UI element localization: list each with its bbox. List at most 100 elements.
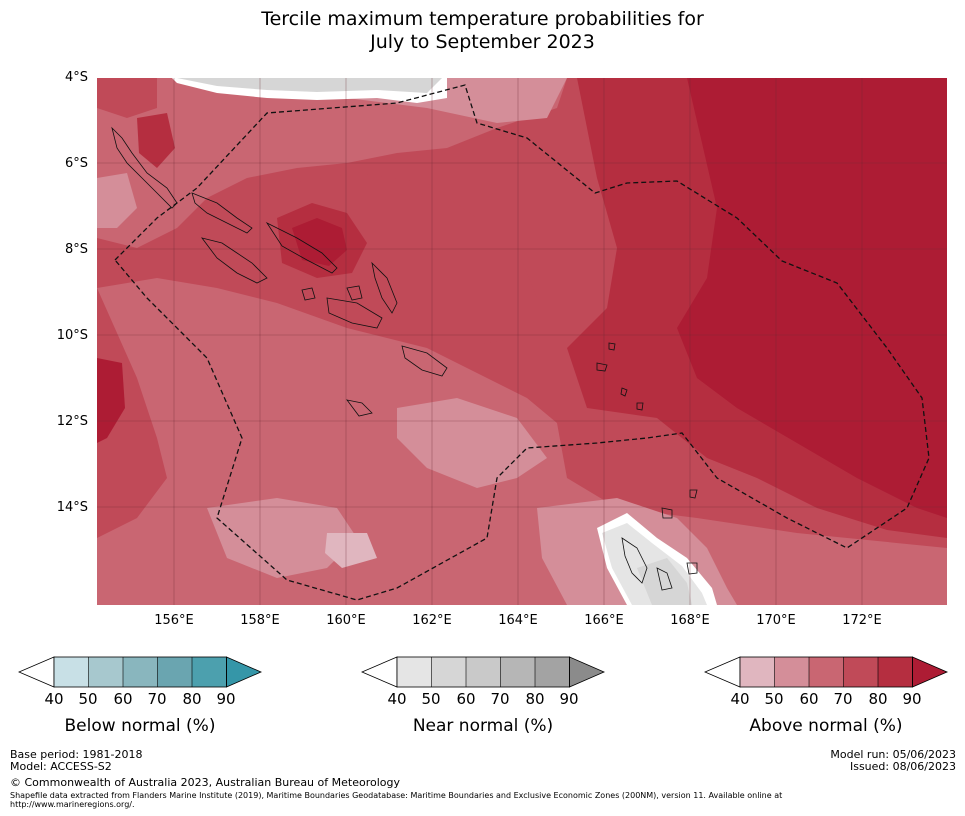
island-bougainville bbox=[111, 126, 178, 209]
colorbar-below-bin-60 bbox=[123, 657, 158, 687]
island-vanua-lava bbox=[689, 489, 698, 499]
colorbar-above-tick-50: 50 bbox=[764, 690, 784, 708]
island-new-georgia bbox=[201, 237, 268, 284]
footer-model: Model: ACCESS-S2 bbox=[10, 760, 112, 773]
colorbar-above-dividers bbox=[774, 657, 879, 687]
colorbar-below-title: Below normal (%) bbox=[64, 716, 216, 736]
region-above-50-south-central bbox=[397, 398, 547, 488]
region-above-90-west bbox=[97, 358, 125, 443]
lon-tick-168e: 168°E bbox=[670, 613, 710, 628]
graticule bbox=[97, 78, 947, 605]
footer-copyright: © Commonwealth of Australia 2023, Austra… bbox=[10, 776, 400, 789]
island-florida bbox=[346, 285, 363, 301]
lon-tick-162e: 162°E bbox=[412, 613, 452, 628]
colorbar-near-bin-40 bbox=[397, 657, 432, 687]
colorbar-above-bin-70 bbox=[843, 657, 878, 687]
probability-map bbox=[97, 78, 947, 605]
colorbar-below-tick-40: 40 bbox=[44, 690, 64, 708]
chart-title: Tercile maximum temperature probabilitie… bbox=[0, 8, 965, 54]
colorbar-near-min-extend bbox=[361, 656, 398, 688]
colorbar-above-frame bbox=[739, 656, 913, 688]
colorbar-above-bin-40 bbox=[740, 657, 775, 687]
colorbar-near-max-extend bbox=[569, 656, 606, 688]
colorbar-below-max-extend bbox=[226, 656, 263, 688]
colorbar-above-tick-70: 70 bbox=[833, 690, 853, 708]
island-russell bbox=[301, 287, 316, 301]
lat-tick-10s: 10°S bbox=[56, 328, 88, 343]
island-torres bbox=[636, 402, 644, 411]
island-rennell bbox=[346, 399, 373, 417]
region-above-50-southwest bbox=[207, 498, 357, 578]
colorbar-near bbox=[361, 656, 606, 688]
colorbar-above-bin-50 bbox=[774, 657, 809, 687]
colorbar-below-tick-70: 70 bbox=[147, 690, 167, 708]
colorbar-below-bin-40 bbox=[54, 657, 89, 687]
footer-issued: Issued: 08/06/2023 bbox=[849, 760, 956, 773]
map-canvas bbox=[97, 78, 947, 605]
colorbar-near-tick-70: 70 bbox=[490, 690, 510, 708]
region-above-80-north-pocket bbox=[137, 113, 175, 168]
island-banks bbox=[661, 507, 673, 519]
colorbar-above-tick-90: 90 bbox=[902, 690, 922, 708]
island-vanikoro bbox=[620, 387, 628, 397]
colorbar-below-bin-50 bbox=[88, 657, 123, 687]
colorbar-below-tick-50: 50 bbox=[78, 690, 98, 708]
colorbar-near-tick-80: 80 bbox=[525, 690, 545, 708]
colorbar-near-frame bbox=[396, 656, 570, 688]
region-above-90-central bbox=[292, 218, 347, 266]
region-near-50-southeast bbox=[637, 558, 692, 605]
island-choiseul bbox=[191, 192, 253, 234]
colorbar-above-title: Above normal (%) bbox=[749, 716, 903, 736]
island-malaita bbox=[371, 261, 398, 314]
colorbar-below-tick-90: 90 bbox=[216, 690, 236, 708]
island-espiritu-santo bbox=[621, 537, 648, 584]
colorbar-above-tick-40: 40 bbox=[730, 690, 750, 708]
lat-tick-12s: 12°S bbox=[56, 414, 88, 429]
colorbar-near-bin-80 bbox=[535, 657, 570, 687]
colorbar-near-bin-60 bbox=[466, 657, 501, 687]
colorbar-near-tick-90: 90 bbox=[559, 690, 579, 708]
lon-tick-170e: 170°E bbox=[756, 613, 796, 628]
region-above-90-east bbox=[677, 78, 947, 518]
chart-title-line-1: Tercile maximum temperature probabilitie… bbox=[261, 8, 704, 30]
colorbar-below-frame bbox=[53, 656, 227, 688]
colorbar-above-tick-60: 60 bbox=[799, 690, 819, 708]
lon-tick-172e: 172°E bbox=[842, 613, 882, 628]
colorbar-below-bin-80 bbox=[192, 657, 227, 687]
colorbar-below-dividers bbox=[88, 657, 193, 687]
lat-tick-14s: 14°S bbox=[56, 500, 88, 515]
colorbar-above-bin-80 bbox=[878, 657, 913, 687]
colorbar-near-bin-70 bbox=[500, 657, 535, 687]
island-malakula bbox=[656, 567, 673, 591]
island-guadalcanal bbox=[326, 297, 383, 329]
colorbar-below-tick-80: 80 bbox=[182, 690, 202, 708]
colorbar-below-min-extend bbox=[18, 656, 55, 688]
colorbar-near-title: Near normal (%) bbox=[412, 716, 554, 736]
colorbar-above-max-extend bbox=[912, 656, 949, 688]
footer-shapefile-url[interactable]: http://www.marineregions.org/. bbox=[10, 800, 135, 809]
colorbar-near-bin-50 bbox=[431, 657, 466, 687]
lon-tick-156e: 156°E bbox=[154, 613, 194, 628]
colorbar-above-tick-80: 80 bbox=[868, 690, 888, 708]
lon-tick-166e: 166°E bbox=[584, 613, 624, 628]
island-santa-cruz bbox=[596, 362, 608, 372]
chart-title-line-2: July to September 2023 bbox=[370, 31, 595, 53]
colorbar-below-tick-60: 60 bbox=[113, 690, 133, 708]
region-above-50-west bbox=[97, 173, 137, 228]
colorbar-below-bin-70 bbox=[157, 657, 192, 687]
colorbar-below bbox=[18, 656, 263, 688]
colorbar-near-dividers bbox=[431, 657, 536, 687]
colorbar-near-tick-60: 60 bbox=[456, 690, 476, 708]
colorbar-above bbox=[704, 656, 949, 688]
island-pentecost bbox=[686, 562, 698, 575]
colorbar-near-tick-40: 40 bbox=[387, 690, 407, 708]
region-above-70-corner bbox=[97, 78, 157, 118]
lat-tick-4s: 4°S bbox=[64, 70, 88, 85]
lat-tick-6s: 6°S bbox=[64, 156, 88, 171]
colorbar-near-tick-50: 50 bbox=[421, 690, 441, 708]
footer-base-period: Base period: 1981-2018 bbox=[10, 748, 143, 761]
region-above-40-south bbox=[325, 533, 377, 568]
colorbar-above-min-extend bbox=[704, 656, 741, 688]
lon-tick-164e: 164°E bbox=[498, 613, 538, 628]
lat-tick-8s: 8°S bbox=[64, 242, 88, 257]
